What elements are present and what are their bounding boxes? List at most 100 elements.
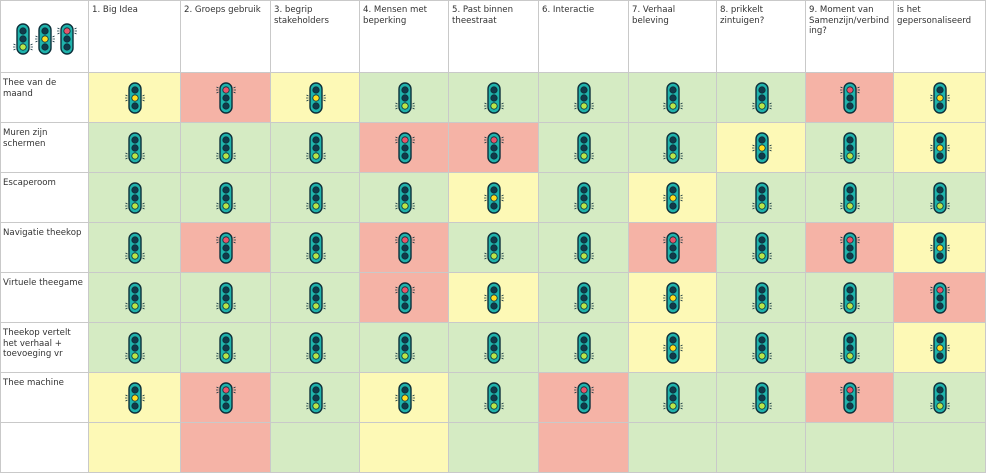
rating-cell-green[interactable]	[717, 323, 806, 373]
rating-cell-red[interactable]	[894, 273, 986, 323]
rating-cell-yellow[interactable]	[894, 123, 986, 173]
column-header[interactable]: 5. Past binnen theestraat	[449, 0, 539, 73]
rating-cell-red[interactable]	[181, 373, 271, 423]
column-header[interactable]: 8. prikkelt zintuigen?	[717, 0, 806, 73]
rating-cell-green[interactable]	[806, 123, 894, 173]
rating-cell-green[interactable]	[717, 423, 806, 473]
rating-cell-green[interactable]	[539, 73, 629, 123]
rating-cell-green[interactable]	[449, 423, 539, 473]
rating-cell-green[interactable]	[89, 273, 181, 323]
rating-cell-yellow[interactable]	[360, 423, 449, 473]
rating-cell-yellow[interactable]	[894, 223, 986, 273]
rating-cell-green[interactable]	[806, 273, 894, 323]
rating-cell-green[interactable]	[449, 73, 539, 123]
rating-cell-red[interactable]	[629, 223, 717, 273]
rating-cell-yellow[interactable]	[271, 73, 360, 123]
rating-cell-green[interactable]	[629, 423, 717, 473]
rating-cell-yellow[interactable]	[89, 373, 181, 423]
column-header[interactable]: 7. Verhaal beleving	[629, 0, 717, 73]
rating-cell-red[interactable]	[449, 123, 539, 173]
rating-cell-green[interactable]	[629, 373, 717, 423]
traffic-light-green-icon	[395, 332, 415, 364]
rating-cell-green[interactable]	[360, 323, 449, 373]
row-label-cell[interactable]: Muren zijn schermen	[0, 123, 89, 173]
rating-cell-red[interactable]	[539, 373, 629, 423]
rating-cell-yellow[interactable]	[629, 273, 717, 323]
rating-cell-green[interactable]	[894, 373, 986, 423]
rating-cell-green[interactable]	[360, 173, 449, 223]
rating-cell-yellow[interactable]	[629, 173, 717, 223]
rating-cell-green[interactable]	[181, 123, 271, 173]
rating-cell-red[interactable]	[539, 423, 629, 473]
rating-cell-yellow[interactable]	[89, 73, 181, 123]
column-header[interactable]: 2. Groeps gebruik	[181, 0, 271, 73]
row-label-cell[interactable]: Thee machine	[0, 373, 89, 423]
rating-cell-green[interactable]	[806, 173, 894, 223]
rating-cell-yellow[interactable]	[89, 423, 181, 473]
rating-cell-green[interactable]	[539, 273, 629, 323]
rating-cell-red[interactable]	[360, 123, 449, 173]
rating-cell-green[interactable]	[89, 223, 181, 273]
rating-cell-green[interactable]	[271, 323, 360, 373]
rating-cell-red[interactable]	[360, 273, 449, 323]
rating-cell-green[interactable]	[360, 73, 449, 123]
rating-cell-green[interactable]	[89, 173, 181, 223]
row-label-cell[interactable]: Virtuele theegame	[0, 273, 89, 323]
column-header[interactable]: 4. Mensen met beperking	[360, 0, 449, 73]
rating-cell-yellow[interactable]	[629, 323, 717, 373]
rating-cell-green[interactable]	[271, 373, 360, 423]
rating-cell-red[interactable]	[806, 223, 894, 273]
rating-cell-yellow[interactable]	[360, 373, 449, 423]
traffic-light-yellow-icon	[395, 382, 415, 414]
rating-cell-red[interactable]	[806, 373, 894, 423]
row-label-cell[interactable]: Thee van de maand	[0, 73, 89, 123]
rating-cell-green[interactable]	[717, 73, 806, 123]
row-label-cell[interactable]: Theekop vertelt het verhaal + toevoeging…	[0, 323, 89, 373]
row-label-cell[interactable]	[0, 423, 89, 473]
rating-cell-red[interactable]	[181, 423, 271, 473]
rating-cell-green[interactable]	[449, 323, 539, 373]
column-header[interactable]: 3. begrip stakeholders	[271, 0, 360, 73]
column-header[interactable]: is het gepersonaliseerd	[894, 0, 986, 73]
rating-cell-green[interactable]	[181, 323, 271, 373]
rating-cell-yellow[interactable]	[894, 73, 986, 123]
rating-cell-green[interactable]	[629, 73, 717, 123]
rating-cell-green[interactable]	[89, 123, 181, 173]
rating-cell-yellow[interactable]	[894, 323, 986, 373]
rating-cell-green[interactable]	[271, 173, 360, 223]
rating-cell-green[interactable]	[89, 323, 181, 373]
rating-cell-red[interactable]	[181, 73, 271, 123]
row-label-cell[interactable]: Escaperoom	[0, 173, 89, 223]
rating-cell-red[interactable]	[181, 223, 271, 273]
rating-cell-green[interactable]	[449, 373, 539, 423]
column-header[interactable]: 9. Moment van Samenzijn/verbinding?	[806, 0, 894, 73]
rating-cell-green[interactable]	[449, 223, 539, 273]
rating-cell-green[interactable]	[717, 223, 806, 273]
rating-cell-green[interactable]	[894, 173, 986, 223]
rating-cell-green[interactable]	[271, 123, 360, 173]
rating-cell-red[interactable]	[806, 73, 894, 123]
rating-cell-green[interactable]	[717, 373, 806, 423]
rating-cell-green[interactable]	[539, 223, 629, 273]
rating-cell-green[interactable]	[717, 173, 806, 223]
rating-cell-green[interactable]	[806, 423, 894, 473]
column-header[interactable]: 6. Interactie	[539, 0, 629, 73]
rating-cell-red[interactable]	[360, 223, 449, 273]
rating-cell-green[interactable]	[271, 423, 360, 473]
rating-cell-yellow[interactable]	[449, 173, 539, 223]
rating-cell-green[interactable]	[539, 123, 629, 173]
rating-cell-green[interactable]	[717, 273, 806, 323]
rating-cell-green[interactable]	[539, 323, 629, 373]
row-label-cell[interactable]: Navigatie theekop	[0, 223, 89, 273]
rating-cell-green[interactable]	[806, 323, 894, 373]
rating-cell-green[interactable]	[271, 223, 360, 273]
rating-cell-yellow[interactable]	[449, 273, 539, 323]
column-header[interactable]: 1. Big Idea	[89, 0, 181, 73]
rating-cell-yellow[interactable]	[717, 123, 806, 173]
rating-cell-green[interactable]	[894, 423, 986, 473]
rating-cell-green[interactable]	[629, 123, 717, 173]
rating-cell-green[interactable]	[181, 173, 271, 223]
rating-cell-green[interactable]	[271, 273, 360, 323]
rating-cell-green[interactable]	[539, 173, 629, 223]
rating-cell-green[interactable]	[181, 273, 271, 323]
